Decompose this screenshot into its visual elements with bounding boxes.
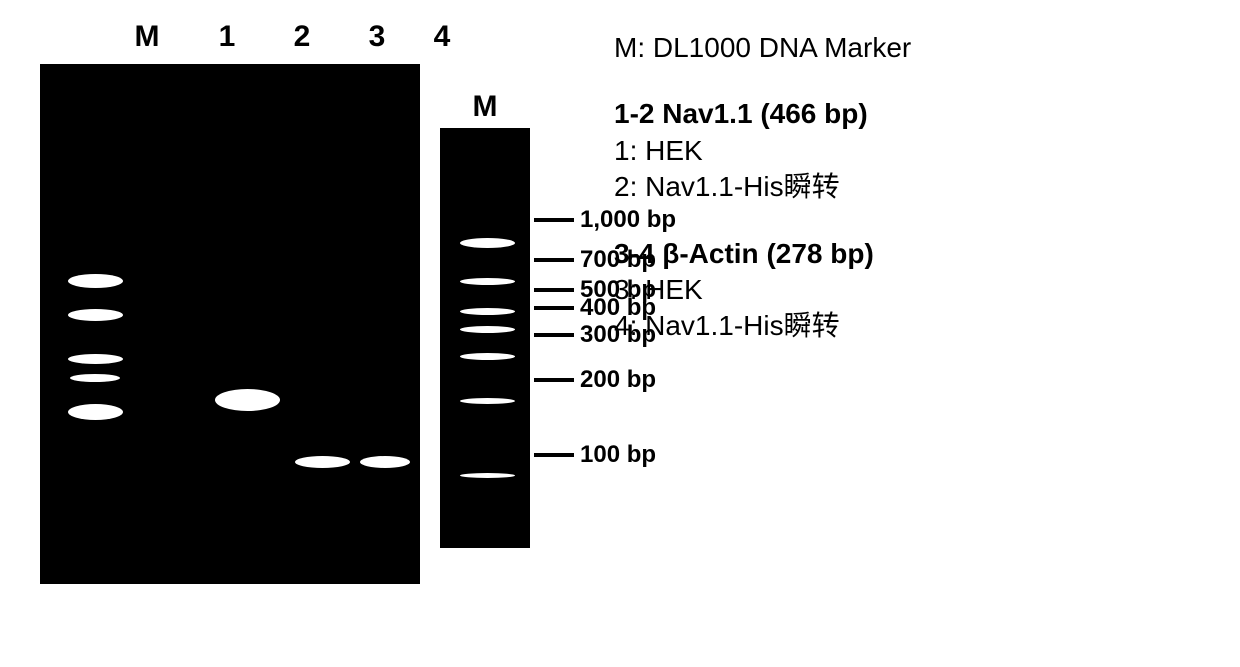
- main-gel: [40, 64, 420, 584]
- gel-band: [215, 389, 280, 411]
- gel-band: [68, 354, 123, 364]
- lane-label: 2: [287, 20, 317, 54]
- ladder-band: [460, 353, 515, 360]
- ladder-tick: [534, 378, 574, 382]
- gel-band: [68, 309, 123, 321]
- ladder-size-label: 100 bp: [580, 441, 656, 469]
- legend-group2-head: 3-4 β-Actin (278 bp): [614, 236, 911, 272]
- lane-label: M: [132, 20, 162, 54]
- legend-group1-head: 1-2 Nav1.1 (466 bp): [614, 96, 911, 132]
- gel-row: M 1,000 bp700 bp500 bp400 bp300 bp200 bp…: [40, 64, 534, 584]
- ladder-size-row: 200 bp: [534, 366, 656, 394]
- ladder-tick: [534, 333, 574, 337]
- lane-label: 4: [427, 20, 457, 54]
- ladder-size-label: 700 bp: [580, 246, 656, 274]
- legend-group1-line1: 1: HEK: [614, 133, 911, 169]
- gel-band: [360, 456, 410, 468]
- ladder-band: [460, 326, 515, 333]
- ladder-size-row: 400 bp: [534, 294, 656, 322]
- legend-group2-line2: 4: Nav1.1-His瞬转: [614, 308, 911, 344]
- legend-group1: 1-2 Nav1.1 (466 bp) 1: HEK 2: Nav1.1-His…: [614, 96, 911, 205]
- main-lane-labels: M 1 2 3 4: [97, 20, 477, 60]
- ladder-tick: [534, 306, 574, 310]
- ladder-tick: [534, 258, 574, 262]
- ladder-tick: [534, 453, 574, 457]
- gel-band: [68, 404, 123, 420]
- ladder-band: [460, 278, 515, 285]
- ladder-size-label: 300 bp: [580, 321, 656, 349]
- ladder-band: [460, 398, 515, 404]
- ladder-size-row: 300 bp: [534, 321, 656, 349]
- legend: M: DL1000 DNA Marker 1-2 Nav1.1 (466 bp)…: [614, 30, 911, 375]
- ladder-gel: [440, 128, 530, 548]
- ladder-size-label: 400 bp: [580, 294, 656, 322]
- legend-group2: 3-4 β-Actin (278 bp) 3: HEK 4: Nav1.1-Hi…: [614, 236, 911, 345]
- legend-group2-line1: 3: HEK: [614, 272, 911, 308]
- gel-band: [70, 374, 120, 382]
- ladder-size-label: 1,000 bp: [580, 206, 676, 234]
- ladder-band: [460, 473, 515, 478]
- ladder-size-label: 200 bp: [580, 366, 656, 394]
- legend-group1-line2: 2: Nav1.1-His瞬转: [614, 169, 911, 205]
- ladder-size-row: 100 bp: [534, 441, 656, 469]
- ladder-band: [460, 238, 515, 248]
- ladder-size-row: 1,000 bp: [534, 206, 676, 234]
- ladder-size-row: 700 bp: [534, 246, 656, 274]
- ladder-gel-label: M: [473, 64, 498, 124]
- lane-label: 1: [212, 20, 242, 54]
- ladder-band: [460, 308, 515, 315]
- ladder-tick: [534, 218, 574, 222]
- gel-band: [295, 456, 350, 468]
- lane-label: 3: [362, 20, 392, 54]
- gel-band: [68, 274, 123, 288]
- ladder-gel-wrap: M: [440, 64, 530, 548]
- legend-marker: M: DL1000 DNA Marker: [614, 30, 911, 66]
- ladder-tick: [534, 288, 574, 292]
- gel-panel: M 1 2 3 4 M 1,000 bp700 bp500 bp400 bp300 bp…: [40, 20, 534, 584]
